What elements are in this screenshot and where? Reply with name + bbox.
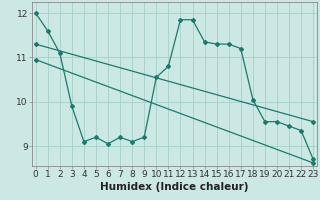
X-axis label: Humidex (Indice chaleur): Humidex (Indice chaleur)	[100, 182, 249, 192]
